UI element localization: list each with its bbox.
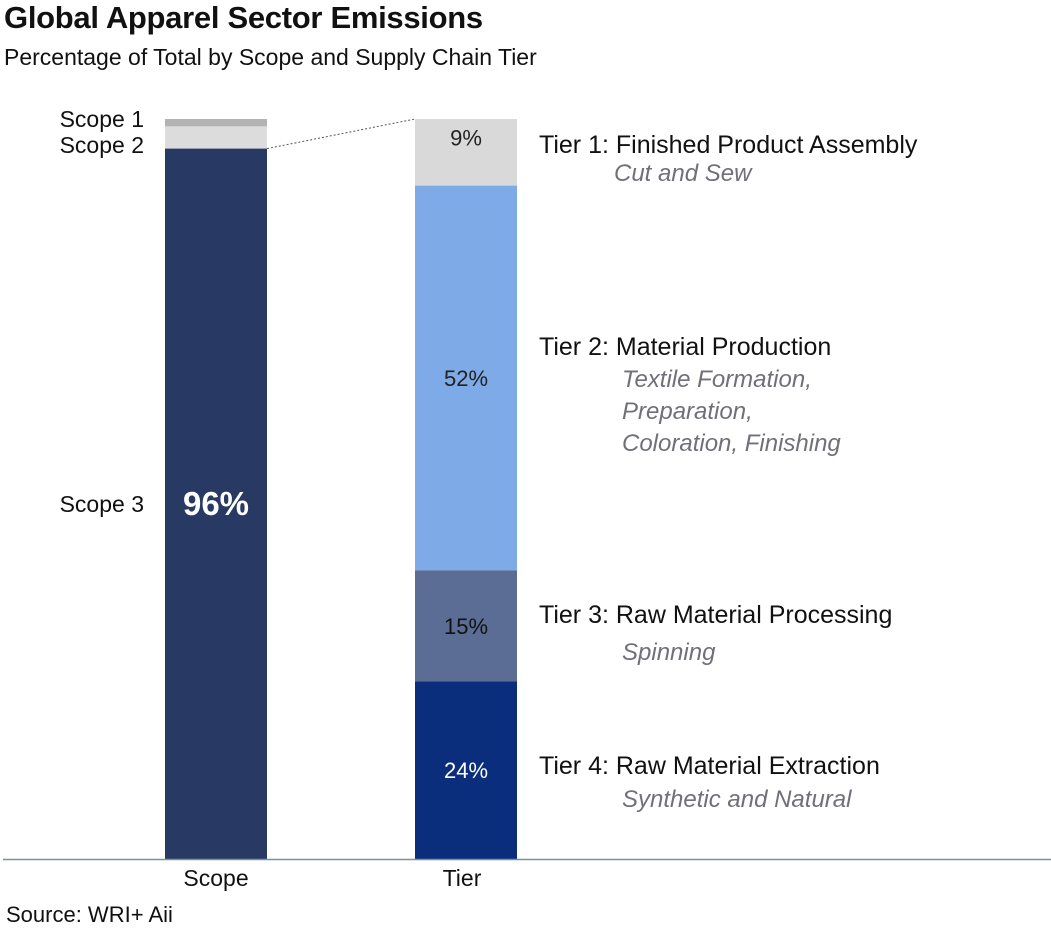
bar-segment-tier-4 (415, 681, 517, 859)
data-label-scope-3: 96% (183, 485, 249, 522)
bar-segment-tier-1 (415, 119, 517, 186)
tier-2-detail-1: Textile Formation, (622, 366, 812, 393)
tier-4-name: Tier 4: Raw Material Extraction (539, 752, 880, 780)
bar-segment-scope-1 (165, 119, 267, 127)
tier-4-detail-1: Synthetic and Natural (622, 786, 852, 813)
chart-subtitle: Percentage of Total by Scope and Supply … (4, 44, 537, 70)
bar-segment-scope-2 (165, 126, 267, 149)
bar-segment-tier-3 (415, 570, 517, 682)
x-tick-label-scope: Scope (183, 865, 248, 891)
data-label-tier-3: 15% (444, 614, 488, 639)
segment-label-scope-3: Scope 3 (60, 491, 144, 517)
x-tick-label-tier: Tier (443, 865, 482, 891)
data-label-tier-4: 24% (444, 758, 488, 783)
source-note: Source: WRI+ Aii (6, 902, 173, 927)
tier-2-name: Tier 2: Material Production (539, 333, 831, 361)
tier-3-name: Tier 3: Raw Material Processing (539, 601, 892, 629)
tier-2-detail-3: Coloration, Finishing (622, 430, 841, 457)
bar-segment-tier-2 (415, 185, 517, 571)
connector-line (266, 118, 416, 150)
data-label-tier-1: 9% (450, 125, 482, 150)
tier-2-detail-2: Preparation, (622, 398, 753, 425)
segment-label-scope-1: Scope 1 (60, 106, 144, 132)
tier-1-detail-1: Cut and Sew (614, 160, 753, 187)
tier-1-name: Tier 1: Finished Product Assembly (539, 131, 918, 159)
tier-3-detail-1: Spinning (622, 639, 716, 666)
bar-segment-scope-3 (165, 148, 267, 860)
data-label-tier-2: 52% (444, 366, 488, 391)
segment-label-scope-2: Scope 2 (60, 132, 144, 158)
chart-title: Global Apparel Sector Emissions (4, 0, 483, 35)
